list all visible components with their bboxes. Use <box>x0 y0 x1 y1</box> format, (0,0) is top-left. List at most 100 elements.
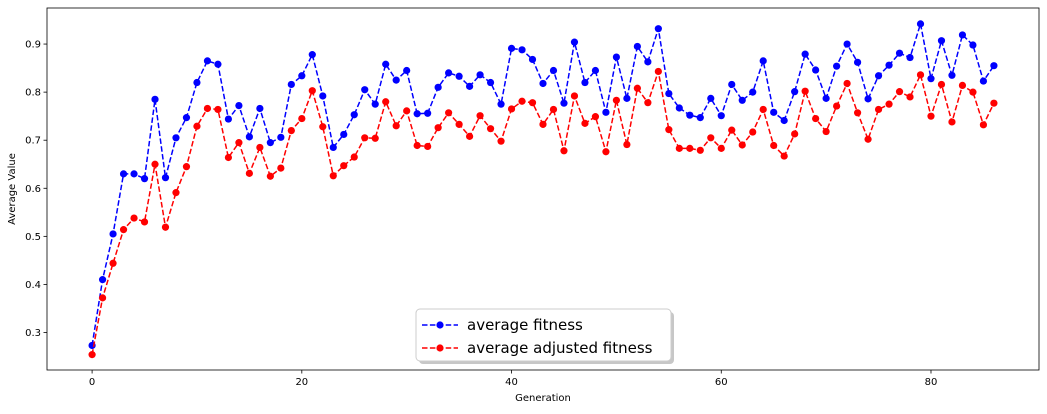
data-point <box>98 276 107 284</box>
data-point <box>591 113 600 121</box>
data-point <box>581 119 589 127</box>
data-point <box>665 89 673 98</box>
x-axis-label: Generation <box>515 393 571 404</box>
data-point <box>172 189 180 197</box>
data-point <box>392 76 400 84</box>
data-point <box>298 114 306 123</box>
data-point <box>927 75 935 83</box>
data-point <box>497 137 505 145</box>
data-point <box>424 142 432 151</box>
data-point <box>602 108 610 116</box>
data-point <box>749 88 757 96</box>
data-point <box>151 160 159 168</box>
data-point <box>770 108 778 116</box>
data-point <box>235 101 243 110</box>
data-point <box>979 77 988 85</box>
x-tick-label: 60 <box>715 377 728 388</box>
data-point <box>539 79 547 88</box>
y-tick-label: 0.7 <box>25 136 41 147</box>
data-point <box>801 87 809 95</box>
data-point <box>88 351 96 359</box>
data-point <box>675 104 683 112</box>
data-point <box>728 80 736 89</box>
data-point <box>948 118 956 126</box>
data-point <box>466 132 474 140</box>
y-tick-label: 0.5 <box>25 232 41 243</box>
data-point <box>958 81 967 89</box>
data-point <box>549 66 558 75</box>
data-point <box>801 50 809 58</box>
data-point <box>570 38 579 46</box>
data-point <box>759 57 767 65</box>
data-point <box>182 114 191 122</box>
data-point <box>979 121 988 129</box>
data-point <box>990 62 998 70</box>
series-2 <box>88 67 998 359</box>
data-point <box>277 133 285 141</box>
y-tick-label: 0.9 <box>25 40 41 51</box>
data-point <box>780 116 788 125</box>
data-point <box>948 71 956 79</box>
data-point <box>906 93 914 101</box>
data-point <box>424 109 432 117</box>
data-point <box>864 135 872 143</box>
y-tick-label: 0.6 <box>25 184 41 195</box>
data-point <box>214 105 222 114</box>
data-point <box>812 114 820 123</box>
data-point <box>245 133 253 141</box>
data-point <box>434 124 442 132</box>
data-point <box>581 78 589 87</box>
data-point <box>382 98 390 106</box>
data-point <box>455 120 463 128</box>
data-point <box>340 130 348 139</box>
data-point <box>990 99 998 107</box>
data-point <box>885 61 893 69</box>
data-point <box>770 141 778 150</box>
data-point <box>560 147 568 155</box>
data-point <box>476 71 484 79</box>
data-point <box>833 102 841 110</box>
data-point <box>812 66 820 74</box>
data-point <box>371 100 379 108</box>
data-point <box>717 144 725 152</box>
series-layer <box>88 20 998 359</box>
data-point <box>549 105 558 114</box>
data-point <box>644 99 652 107</box>
data-point <box>927 112 935 120</box>
data-point <box>969 41 977 49</box>
data-point <box>203 104 212 113</box>
data-point <box>308 87 316 95</box>
legend-box <box>415 308 672 362</box>
data-point <box>486 78 495 87</box>
data-point <box>413 110 421 118</box>
data-point <box>602 148 610 156</box>
data-point <box>340 162 348 170</box>
ticks-layer: 0 20 40 60 80 0.3 0.4 0.5 0.6 0.7 0.8 0.9 <box>25 40 937 388</box>
data-point <box>570 92 579 100</box>
legend-label: average adjusted fitness <box>467 339 653 357</box>
data-point <box>707 94 715 102</box>
data-point <box>455 72 463 80</box>
data-point <box>466 82 474 90</box>
data-point <box>644 58 652 66</box>
x-tick-label: 0 <box>89 377 95 388</box>
data-point <box>675 144 683 152</box>
data-point <box>843 79 851 88</box>
data-point <box>287 126 295 135</box>
data-point <box>937 37 946 45</box>
data-point <box>528 55 537 64</box>
data-point <box>874 72 883 80</box>
data-point <box>256 143 264 152</box>
data-point <box>350 153 358 161</box>
data-point <box>140 175 149 183</box>
data-point <box>329 143 337 152</box>
data-point <box>256 104 264 113</box>
data-point <box>193 122 201 130</box>
data-point <box>633 42 641 51</box>
data-point <box>403 66 411 75</box>
data-point <box>843 40 851 48</box>
data-point <box>696 146 704 154</box>
data-point <box>633 84 641 92</box>
data-point <box>623 140 631 149</box>
data-point <box>560 99 568 107</box>
